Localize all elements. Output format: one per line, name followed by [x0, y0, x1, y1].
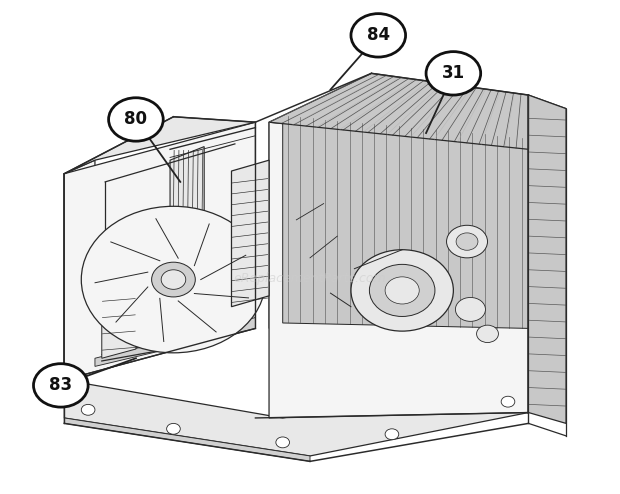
Circle shape — [446, 225, 487, 258]
Polygon shape — [269, 122, 528, 418]
Circle shape — [456, 233, 478, 250]
Circle shape — [370, 264, 435, 317]
Polygon shape — [64, 160, 95, 380]
Text: 84: 84 — [366, 26, 390, 44]
Polygon shape — [64, 418, 310, 461]
Polygon shape — [64, 122, 255, 380]
Circle shape — [152, 262, 195, 297]
Text: eReplacementParts.com: eReplacementParts.com — [234, 272, 386, 285]
Circle shape — [276, 437, 290, 448]
Polygon shape — [528, 95, 566, 423]
Text: 83: 83 — [49, 376, 73, 394]
Circle shape — [385, 429, 399, 440]
Circle shape — [351, 14, 405, 57]
Polygon shape — [269, 117, 283, 329]
Polygon shape — [95, 318, 255, 367]
Circle shape — [477, 325, 498, 342]
Circle shape — [426, 51, 481, 95]
Polygon shape — [102, 281, 136, 358]
Polygon shape — [283, 117, 528, 329]
Circle shape — [81, 405, 95, 415]
Polygon shape — [64, 377, 528, 456]
Circle shape — [33, 364, 88, 407]
Polygon shape — [269, 73, 528, 149]
Circle shape — [385, 277, 419, 304]
Circle shape — [108, 98, 163, 141]
Text: 80: 80 — [125, 111, 148, 128]
Circle shape — [81, 206, 265, 353]
Polygon shape — [64, 117, 255, 174]
Circle shape — [501, 396, 515, 407]
Polygon shape — [231, 160, 269, 307]
Circle shape — [161, 270, 186, 289]
Polygon shape — [170, 147, 204, 336]
Circle shape — [456, 297, 485, 322]
Circle shape — [351, 249, 453, 331]
Text: 31: 31 — [442, 64, 465, 82]
Circle shape — [167, 423, 180, 434]
